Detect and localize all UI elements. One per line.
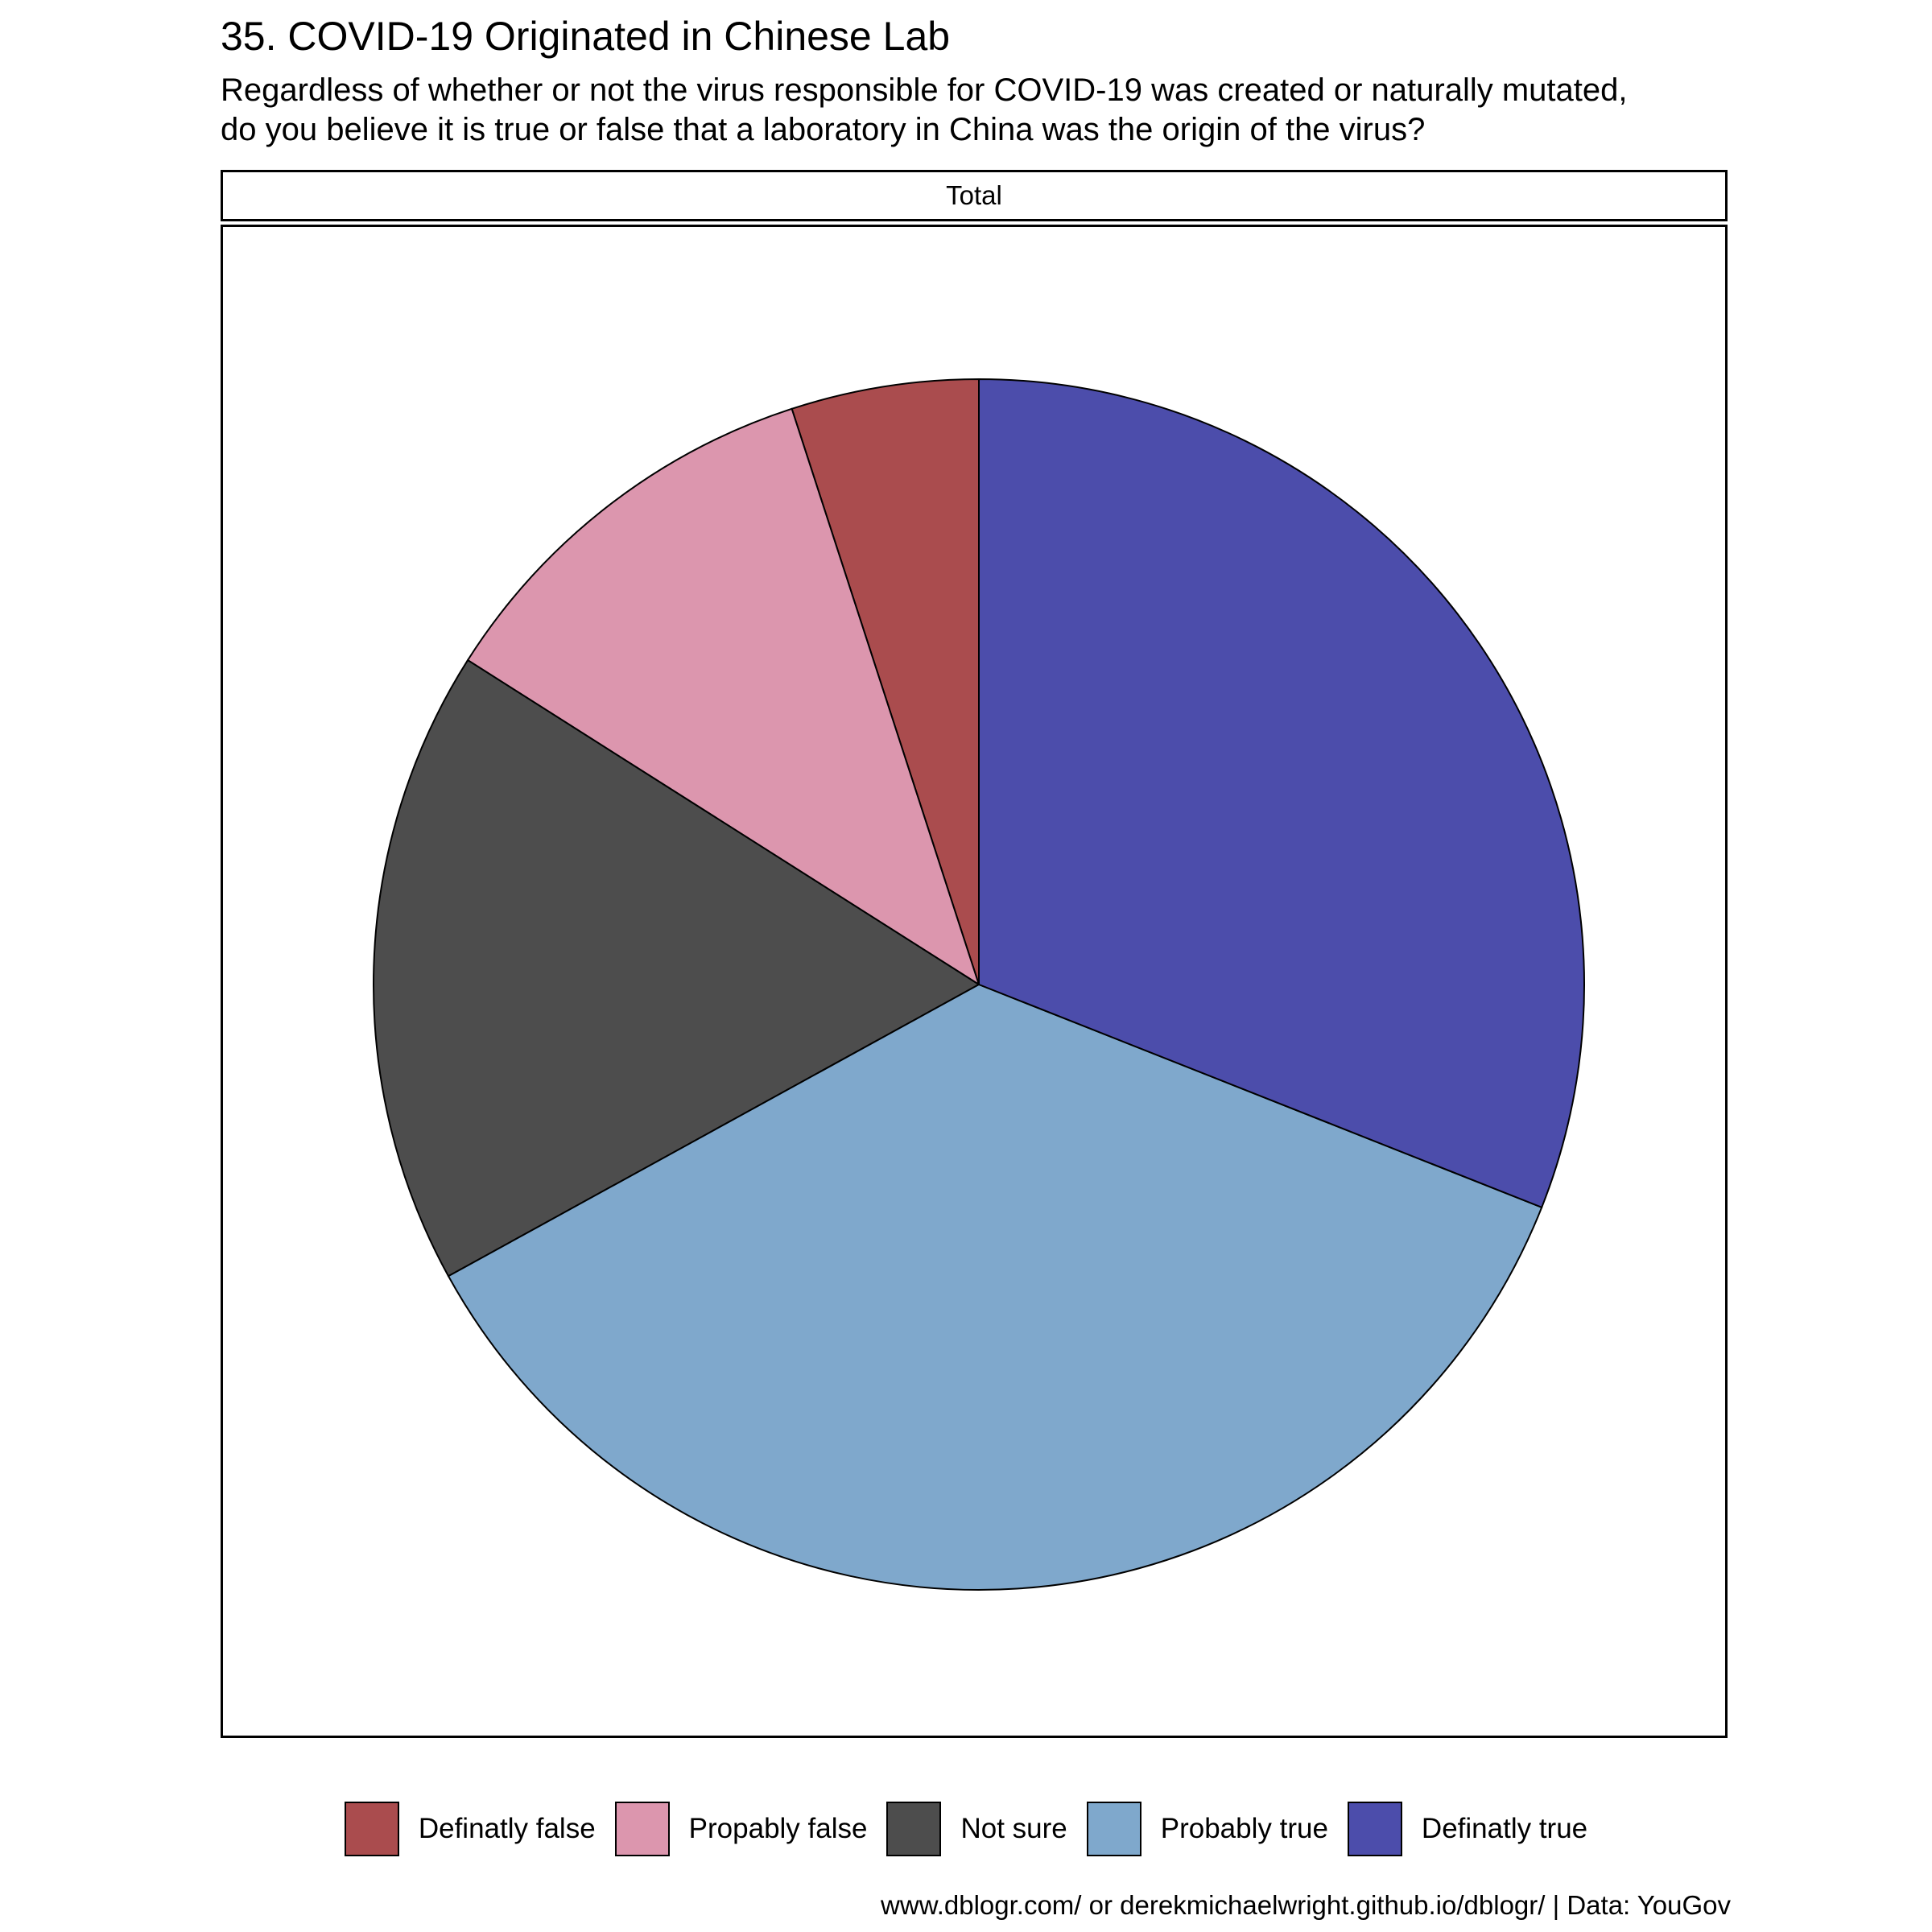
pie-slice-definatly-true [978,378,1585,1209]
pie-slice-not-sure [373,658,980,1278]
legend: Definatly false Propably false Not sure Pro… [0,1800,1932,1858]
legend-item-not-sure: Not sure [886,1802,1067,1856]
facet-strip: Total [221,170,1728,221]
pie-slice-definatly-false [791,378,980,985]
legend-key-definatly-true [1347,1802,1402,1856]
legend-key-propably-false [614,1802,670,1856]
legend-item-propably-false: Propably false [614,1802,868,1856]
legend-label-definatly-true: Definatly true [1421,1813,1588,1844]
pie-slice-propably-false [466,407,980,987]
subtitle-line-1: Regardless of whether or not the virus r… [221,72,1628,108]
legend-label-not-sure: Not sure [960,1813,1067,1844]
legend-label-definatly-false: Definatly false [418,1813,596,1844]
plot-panel [221,225,1728,1738]
legend-label-propably-false: Propably false [688,1813,868,1844]
legend-label-probably-true: Probably true [1160,1813,1328,1844]
pie-chart [373,378,1585,1591]
legend-item-probably-true: Probably true [1086,1802,1328,1856]
caption: www.dblogr.com/ or derekmichaelwright.gi… [881,1890,1731,1920]
facet-label: Total [946,180,1002,210]
legend-key-not-sure [886,1802,942,1856]
legend-item-definatly-false: Definatly false [344,1802,596,1856]
subtitle-line-2: do you believe it is true or false that … [221,112,1426,147]
legend-key-definatly-false [344,1802,399,1856]
legend-key-probably-true [1086,1802,1141,1856]
pie-slice-probably-true [447,983,1543,1591]
chart-subtitle: Regardless of whether or not the virus r… [221,71,1628,150]
legend-item-definatly-true: Definatly true [1347,1802,1588,1856]
chart-title: 35. COVID-19 Originated in Chinese Lab [221,14,951,59]
